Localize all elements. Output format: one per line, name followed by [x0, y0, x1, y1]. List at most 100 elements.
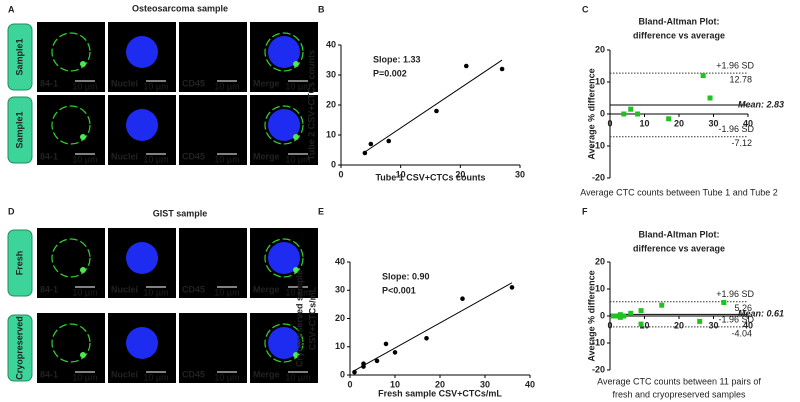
micrograph: [37, 22, 105, 92]
y-axis-label: Average % difference: [586, 270, 596, 361]
scale-bar-label: 10 µm: [72, 372, 97, 382]
channel-label: Nuclei: [111, 151, 138, 161]
point: [383, 341, 389, 347]
membrane-spot: [80, 267, 86, 273]
scale-bar-label: 10 µm: [143, 81, 168, 91]
micrograph: [37, 95, 105, 165]
channel-label: CD45: [182, 369, 205, 379]
nucleus: [126, 36, 158, 68]
x-tick-label: 20: [674, 118, 684, 128]
point: [386, 138, 392, 144]
panel-label: B: [318, 4, 325, 14]
y-axis-label: Tube 2 CSV+CTCs counts: [306, 50, 316, 160]
point: [659, 302, 665, 308]
annotation: Slope: 1.33: [373, 54, 421, 64]
channel-label: CD45: [182, 284, 205, 294]
panel-label: F: [582, 206, 588, 216]
x-tick-label: 40: [525, 379, 535, 389]
scale-bar-label: 10 µm: [143, 372, 168, 382]
point: [460, 296, 465, 302]
y-tick-label: 20: [595, 256, 605, 266]
annotation: Slope: 0.90: [382, 271, 430, 281]
scale-bar-label: 10 µm: [285, 372, 310, 382]
channel-label: Merge: [253, 284, 280, 294]
point: [666, 116, 672, 122]
row-label: Fresh: [14, 251, 24, 276]
point: [617, 312, 623, 318]
y-tick-label: 40: [335, 256, 345, 266]
chart-title: Bland-Altman Plot:: [639, 229, 720, 239]
sd-value: 12.78: [729, 74, 752, 84]
membrane-stain: [51, 105, 91, 145]
sd-name: +1.96 SD: [716, 289, 754, 299]
sd-name: +1.96 SD: [716, 60, 754, 70]
x-tick-label: 40: [743, 320, 753, 330]
y-tick-label: 10: [335, 341, 345, 351]
panel-label: C: [582, 4, 589, 14]
membrane-stain: [51, 32, 91, 72]
panel-title: GIST sample: [153, 208, 208, 218]
micrograph: [179, 95, 247, 165]
y-tick-label: -10: [592, 140, 605, 150]
channel-label: CD45: [182, 151, 205, 161]
x-tick-label: 10: [639, 320, 649, 330]
scale-bar-label: 10 µm: [214, 81, 239, 91]
sd-value: -7.12: [731, 138, 752, 148]
y-tick-label: -10: [592, 337, 605, 347]
membrane-spot: [80, 352, 86, 358]
membrane-spot: [293, 352, 299, 358]
y-tick-label: 10: [595, 76, 605, 86]
x-tick-label: 30: [708, 320, 718, 330]
point: [697, 318, 703, 324]
x-tick-label: 10: [639, 118, 649, 128]
micrograph: [179, 22, 247, 92]
membrane-stain: [264, 105, 304, 145]
row-label: Cryopreserved: [14, 316, 24, 380]
row-label: Sample1: [14, 38, 24, 75]
nucleus: [126, 242, 158, 274]
point: [499, 66, 505, 72]
panel-label: E: [318, 206, 324, 216]
point: [362, 150, 368, 156]
point: [628, 310, 634, 316]
y-axis-label: Average % difference: [586, 68, 596, 159]
x-axis-label: Average CTC counts between 11 pairs of: [597, 376, 761, 386]
sd-value: 5.26: [734, 303, 752, 313]
scale-bar-label: 10 µm: [72, 154, 97, 164]
membrane-spot: [293, 134, 299, 140]
panel-title: Osteosarcoma sample: [132, 3, 228, 13]
x-tick-label: 10: [390, 379, 400, 389]
point: [638, 308, 644, 314]
x-tick-label: 20: [674, 320, 684, 330]
scale-bar-label: 10 µm: [143, 287, 168, 297]
scale-bar-label: 10 µm: [72, 81, 97, 91]
y-tick-label: 0: [600, 310, 605, 320]
channel-label: Nuclei: [111, 284, 138, 294]
membrane-spot: [293, 61, 299, 67]
scale-bar-label: 10 µm: [285, 81, 310, 91]
x-tick-label: 0: [338, 169, 343, 179]
point: [628, 106, 634, 112]
point: [621, 313, 627, 319]
x-tick-label: 30: [515, 169, 525, 179]
membrane-stain: [264, 323, 304, 363]
point: [700, 73, 706, 79]
x-axis-label: Fresh sample CSV+CTCs/mL: [378, 388, 502, 398]
membrane-spot: [80, 61, 86, 67]
membrane-spot: [80, 134, 86, 140]
nucleus: [268, 109, 300, 141]
y-tick-label: 10: [595, 283, 605, 293]
sd-value: -4.04: [731, 328, 752, 338]
point: [464, 63, 469, 69]
point: [352, 369, 357, 375]
y-tick-label: -20: [592, 364, 605, 374]
point: [424, 335, 429, 341]
channel-label: Merge: [253, 78, 280, 88]
membrane-stain: [51, 238, 91, 278]
y-tick-label: 20: [326, 99, 336, 109]
sd-name: -1.96 SD: [718, 124, 754, 134]
point: [721, 300, 727, 305]
row-label-box: [7, 96, 33, 164]
y-tick-label: 30: [326, 69, 336, 79]
